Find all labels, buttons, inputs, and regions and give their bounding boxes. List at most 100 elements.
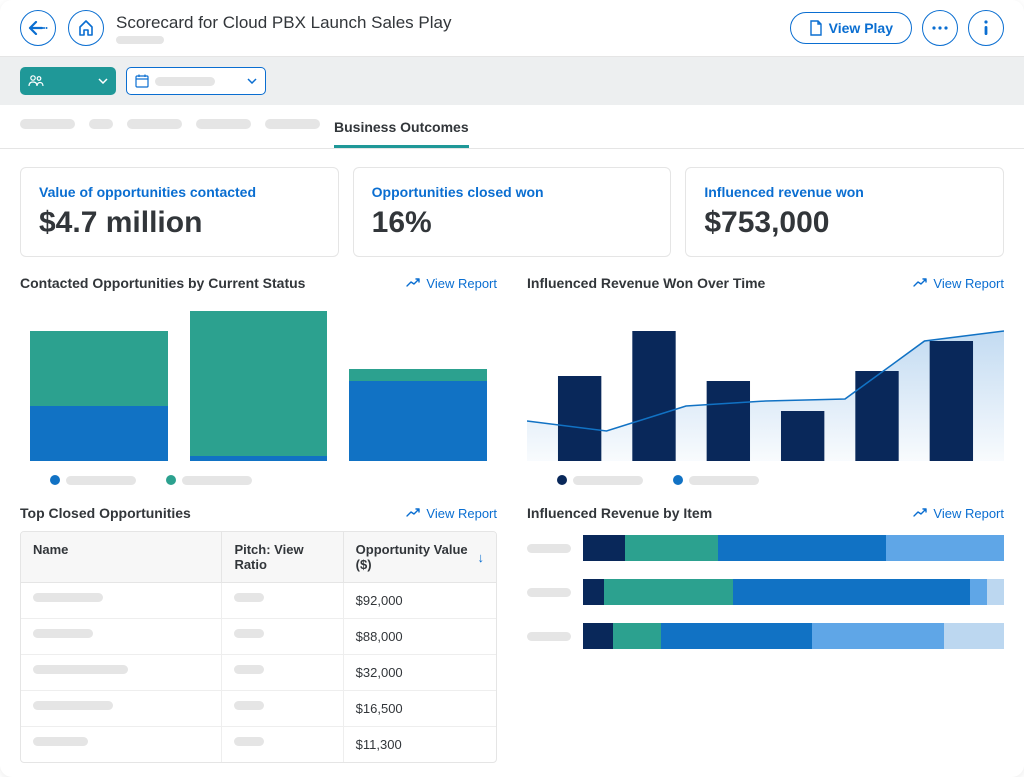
back-button[interactable] xyxy=(20,10,56,46)
bar-segment xyxy=(349,369,487,381)
panel-title: Contacted Opportunities by Current Statu… xyxy=(20,275,305,291)
table-row[interactable]: $11,300 xyxy=(21,727,496,762)
kpi-value: $753,000 xyxy=(704,206,985,240)
legend-dot xyxy=(166,475,176,485)
opportunities-table: Name Pitch: View Ratio Opportunity Value… xyxy=(20,531,497,763)
legend-label-skeleton xyxy=(182,476,252,485)
info-button[interactable] xyxy=(968,10,1004,46)
hbar-segment xyxy=(886,535,1004,561)
more-button[interactable] xyxy=(922,10,958,46)
cell-value: $16,500 xyxy=(344,691,496,726)
panel-title: Influenced Revenue Won Over Time xyxy=(527,275,765,291)
panel-revenue-over-time: Influenced Revenue Won Over Time View Re… xyxy=(527,275,1004,485)
hbar-segment xyxy=(625,535,718,561)
bar xyxy=(30,331,168,461)
chevron-down-icon xyxy=(98,78,108,84)
table-body: $92,000 $88,000 $32,000 $16,500 $11,300 xyxy=(21,583,496,762)
tab-skeleton[interactable] xyxy=(127,119,182,129)
view-report-label: View Report xyxy=(933,276,1004,291)
tab-skeleton[interactable] xyxy=(89,119,113,129)
hbar-row xyxy=(527,623,1004,649)
panel-header: Influenced Revenue Won Over Time View Re… xyxy=(527,275,1004,291)
tab-skeleton[interactable] xyxy=(20,119,75,129)
date-filter[interactable] xyxy=(126,67,266,95)
view-report-link[interactable]: View Report xyxy=(913,276,1004,291)
cell-name xyxy=(21,583,222,618)
kpi-closed-won: Opportunities closed won 16% xyxy=(353,167,672,257)
kpi-label: Influenced revenue won xyxy=(704,184,985,200)
content: Value of opportunities contacted $4.7 mi… xyxy=(0,149,1024,777)
panel-title: Influenced Revenue by Item xyxy=(527,505,712,521)
tab-skeleton[interactable] xyxy=(196,119,251,129)
legend-dot xyxy=(673,475,683,485)
tab-business-outcomes[interactable]: Business Outcomes xyxy=(334,119,469,148)
ellipsis-icon xyxy=(932,26,948,30)
hbar-segment xyxy=(583,623,613,649)
kpi-label: Opportunities closed won xyxy=(372,184,653,200)
cell-name xyxy=(21,619,222,654)
info-icon xyxy=(983,20,989,36)
kpi-opportunities-contacted: Value of opportunities contacted $4.7 mi… xyxy=(20,167,339,257)
kpi-label: Value of opportunities contacted xyxy=(39,184,320,200)
arrow-left-icon xyxy=(28,21,48,35)
legend xyxy=(20,475,497,485)
view-report-link[interactable]: View Report xyxy=(406,276,497,291)
view-report-label: View Report xyxy=(426,276,497,291)
bar-segment xyxy=(30,331,168,406)
trend-icon xyxy=(406,278,420,288)
hbar-track xyxy=(583,623,1004,649)
col-pitch[interactable]: Pitch: View Ratio xyxy=(222,532,343,582)
view-report-link[interactable]: View Report xyxy=(913,506,1004,521)
hbar-label-skeleton xyxy=(527,588,571,597)
hbar-segment xyxy=(733,579,969,605)
app-root: Scorecard for Cloud PBX Launch Sales Pla… xyxy=(0,0,1024,777)
header: Scorecard for Cloud PBX Launch Sales Pla… xyxy=(0,0,1024,57)
cell-name xyxy=(21,691,222,726)
hbar-segment xyxy=(583,535,625,561)
home-button[interactable] xyxy=(68,10,104,46)
legend-label-skeleton xyxy=(66,476,136,485)
stacked-bar-chart xyxy=(20,301,497,461)
view-report-link[interactable]: View Report xyxy=(406,506,497,521)
hbar-segment xyxy=(970,579,987,605)
page-title: Scorecard for Cloud PBX Launch Sales Pla… xyxy=(116,13,778,33)
title-block: Scorecard for Cloud PBX Launch Sales Pla… xyxy=(116,13,778,44)
hbar-row xyxy=(527,579,1004,605)
sort-desc-icon: ↓ xyxy=(477,550,484,565)
view-play-label: View Play xyxy=(829,20,893,36)
legend-item xyxy=(557,475,643,485)
cell-value: $32,000 xyxy=(344,655,496,690)
legend-dot xyxy=(557,475,567,485)
panel-header: Top Closed Opportunities View Report xyxy=(20,505,497,521)
cell-pitch xyxy=(222,691,343,726)
home-icon xyxy=(77,19,95,37)
hbar-label-skeleton xyxy=(527,544,571,553)
table-row[interactable]: $16,500 xyxy=(21,691,496,727)
col-value[interactable]: Opportunity Value ($) ↓ xyxy=(344,532,496,582)
bar-segment xyxy=(349,381,487,461)
trend-icon xyxy=(406,508,420,518)
cell-name xyxy=(21,727,222,762)
table-row[interactable]: $32,000 xyxy=(21,655,496,691)
cell-pitch xyxy=(222,655,343,690)
header-actions: View Play xyxy=(790,10,1004,46)
table-row[interactable]: $88,000 xyxy=(21,619,496,655)
trend-icon xyxy=(913,278,927,288)
legend xyxy=(527,475,1004,485)
filter-bar xyxy=(0,57,1024,105)
cell-value: $11,300 xyxy=(344,727,496,762)
hbar-segment xyxy=(718,535,886,561)
tabs: Business Outcomes xyxy=(0,105,1024,149)
table-header: Name Pitch: View Ratio Opportunity Value… xyxy=(21,532,496,583)
hbar-chart xyxy=(527,531,1004,649)
kpi-value: 16% xyxy=(372,206,653,240)
panel-contacted-opportunities: Contacted Opportunities by Current Statu… xyxy=(20,275,497,485)
col-name[interactable]: Name xyxy=(21,532,222,582)
view-play-button[interactable]: View Play xyxy=(790,12,912,44)
people-icon xyxy=(28,75,44,87)
view-report-label: View Report xyxy=(426,506,497,521)
kpi-value: $4.7 million xyxy=(39,206,320,240)
table-row[interactable]: $92,000 xyxy=(21,583,496,619)
tab-skeleton[interactable] xyxy=(265,119,320,129)
people-filter[interactable] xyxy=(20,67,116,95)
